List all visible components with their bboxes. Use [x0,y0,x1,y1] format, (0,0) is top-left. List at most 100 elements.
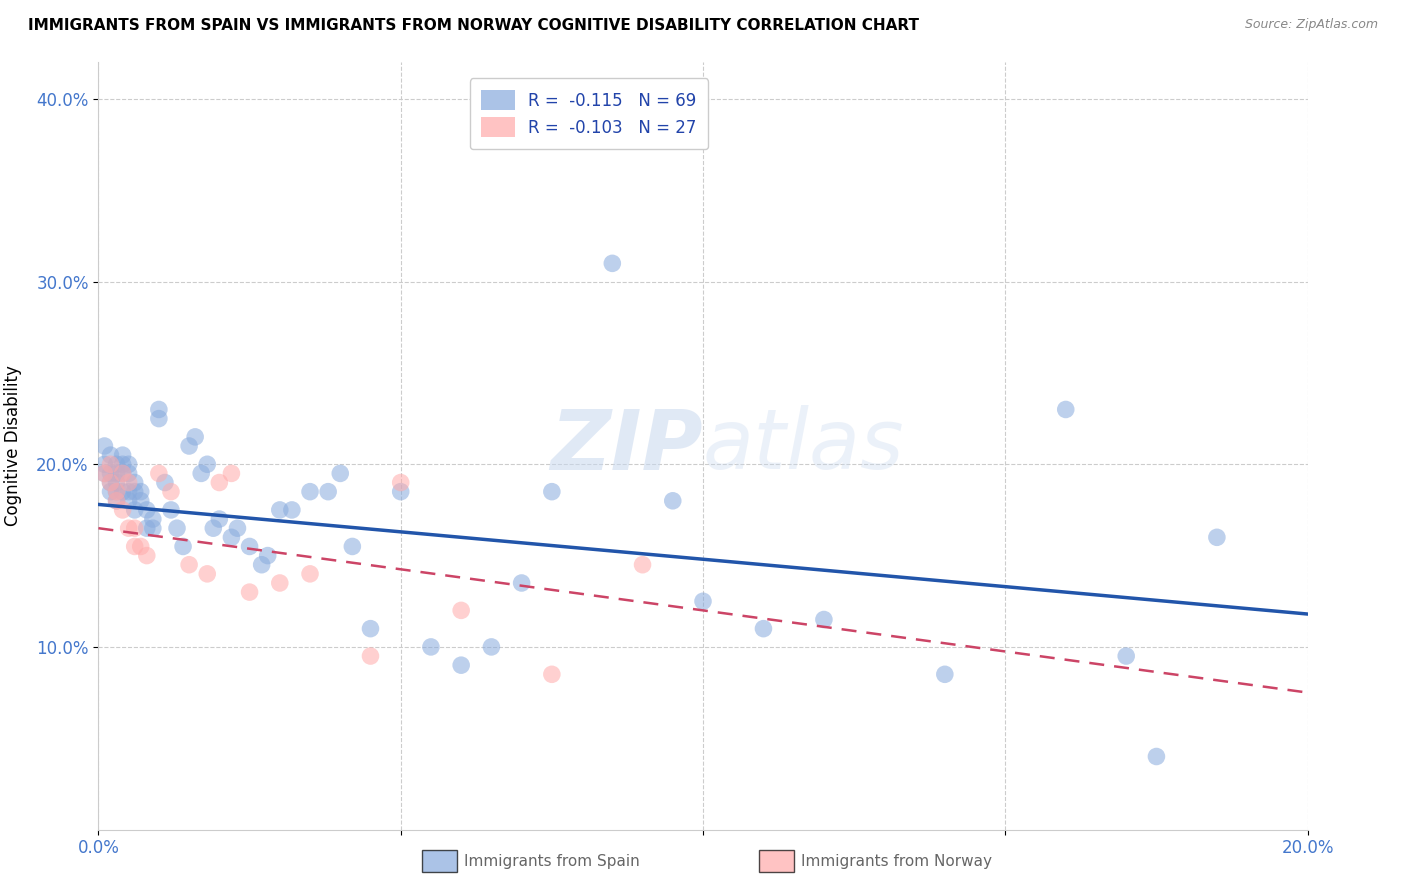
Point [299,566,322,581]
Point [1115,648,1137,663]
Point [135,521,157,535]
Point [1206,530,1229,544]
Point [202,521,225,535]
Point [129,484,152,499]
Point [118,521,141,535]
Point [93,467,115,481]
Point [602,256,624,270]
Point [1054,402,1077,417]
Point [118,467,141,481]
Point [1144,749,1167,764]
Text: Source: ZipAtlas.com: Source: ZipAtlas.com [1244,18,1378,31]
Point [111,467,134,481]
Point [111,467,134,481]
Point [269,576,291,591]
Point [100,484,122,499]
Point [360,648,382,663]
Point [281,503,304,517]
Point [329,467,352,481]
Point [124,503,146,517]
Point [360,622,382,636]
Point [118,493,141,508]
Point [195,566,218,581]
Legend: R =  -0.115   N = 69, R =  -0.103   N = 27: R = -0.115 N = 69, R = -0.103 N = 27 [470,78,707,149]
Point [631,558,654,572]
Point [540,667,562,681]
Point [124,475,146,490]
Point [129,540,152,554]
Point [316,484,339,499]
Point [100,467,122,481]
Point [299,484,322,499]
Point [172,540,194,554]
Point [118,457,141,471]
Point [256,549,278,563]
Point [195,457,218,471]
Point [148,411,170,425]
Point [93,457,115,471]
Point [142,521,165,535]
Point [124,484,146,499]
Point [752,622,775,636]
Point [540,484,562,499]
Point [450,658,472,673]
Point [184,430,207,444]
Point [135,549,157,563]
Text: atlas: atlas [703,406,904,486]
Point [135,503,157,517]
Point [93,467,115,481]
Text: Immigrants from Spain: Immigrants from Spain [464,855,640,869]
Point [420,640,443,654]
Text: ZIP: ZIP [550,406,703,486]
Point [221,467,243,481]
Point [342,540,364,554]
Point [105,475,128,490]
Text: Immigrants from Norway: Immigrants from Norway [801,855,993,869]
Point [124,540,146,554]
Point [111,448,134,462]
Point [481,640,503,654]
Point [148,402,170,417]
Point [105,457,128,471]
Point [208,475,231,490]
Point [105,484,128,499]
Point [124,521,146,535]
Point [111,503,134,517]
Point [221,530,243,544]
Point [450,603,472,617]
Point [250,558,273,572]
Point [160,484,183,499]
Point [661,493,683,508]
Point [813,613,835,627]
Point [166,521,188,535]
Point [179,558,201,572]
Point [105,484,128,499]
Point [111,484,134,499]
Point [93,439,115,453]
Point [118,475,141,490]
Point [111,457,134,471]
Point [105,493,128,508]
Point [100,457,122,471]
Point [160,503,183,517]
Point [389,484,412,499]
Point [190,467,212,481]
Point [226,521,249,535]
Point [239,540,262,554]
Point [100,475,122,490]
Point [269,503,291,517]
Y-axis label: Cognitive Disability: Cognitive Disability [4,366,22,526]
Point [105,493,128,508]
Point [208,512,231,526]
Point [129,493,152,508]
Point [239,585,262,599]
Point [118,484,141,499]
Point [179,439,201,453]
Point [510,576,533,591]
Point [100,475,122,490]
Point [100,448,122,462]
Point [153,475,176,490]
Point [692,594,714,608]
Text: IMMIGRANTS FROM SPAIN VS IMMIGRANTS FROM NORWAY COGNITIVE DISABILITY CORRELATION: IMMIGRANTS FROM SPAIN VS IMMIGRANTS FROM… [28,18,920,33]
Point [148,467,170,481]
